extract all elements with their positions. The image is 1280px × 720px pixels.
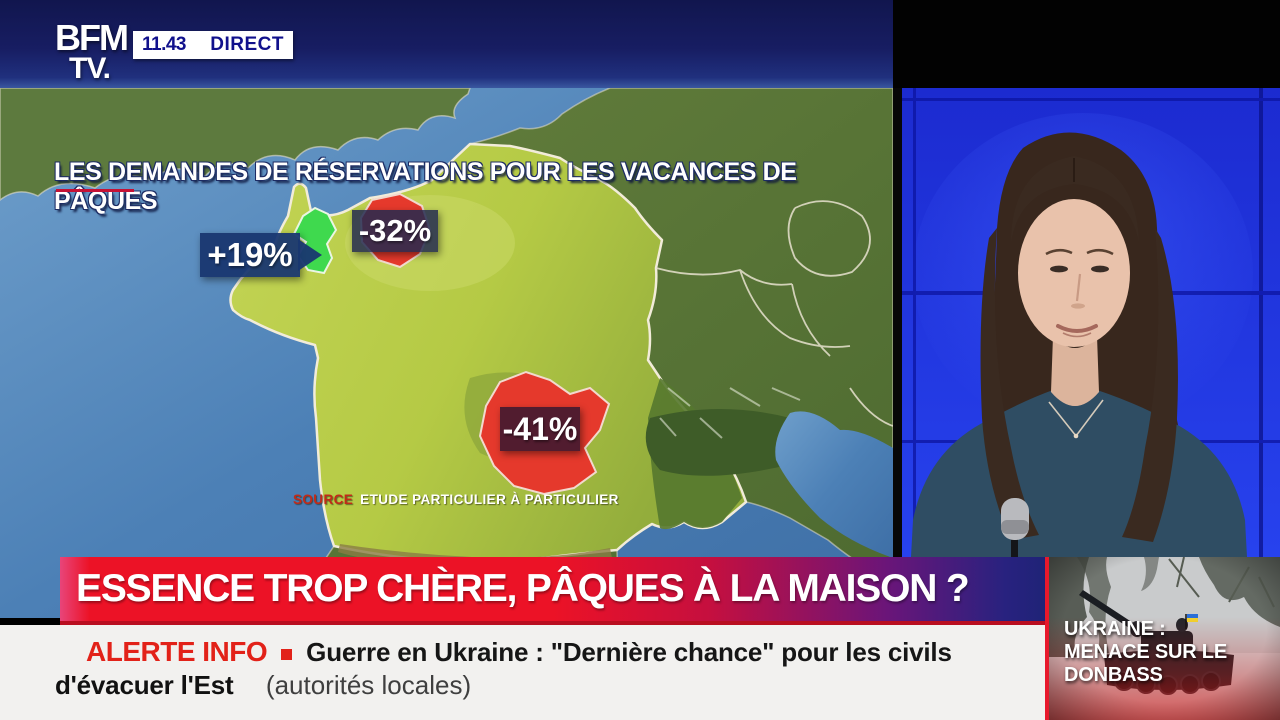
side-story-line2: MENACE SUR LE <box>1064 641 1227 663</box>
country-borders <box>655 200 893 427</box>
channel-logo-line1: BFM <box>55 17 129 58</box>
news-ticker: ALERTE INFO Guerre en Ukraine : "Dernièr… <box>0 625 1045 720</box>
region-value-northwest: +19% <box>200 233 322 277</box>
source-value: ETUDE PARTICULIER À PARTICULIER <box>360 492 619 507</box>
headline-text: ESSENCE TROP CHÈRE, PÂQUES À LA MAISON ? <box>76 567 970 610</box>
value-text: +19% <box>207 236 293 273</box>
guest-face <box>1018 199 1130 347</box>
headline-banner: ESSENCE TROP CHÈRE, PÂQUES À LA MAISON ? <box>60 557 1045 625</box>
guest-face-features <box>1045 248 1114 338</box>
guest-hair-top <box>1011 156 1139 243</box>
channel-logo-line2: TV. <box>69 52 111 85</box>
ticker-line1: ALERTE INFO Guerre en Ukraine : "Dernièr… <box>0 636 952 668</box>
tank-photo <box>1049 557 1280 720</box>
studio-guest-panel <box>893 88 1280 557</box>
side-story-line1: UKRAINE : <box>1064 618 1166 640</box>
clock: 11.43 <box>142 34 187 55</box>
side-story-overlay: UKRAINE : MENACE SUR LE DONBASS <box>1045 557 1280 720</box>
source-label: SOURCE <box>293 492 354 507</box>
top-right-letterbox <box>893 0 1280 88</box>
value-text: -41% <box>502 410 578 447</box>
england-landmass <box>0 88 471 201</box>
alp-peaks <box>659 387 801 439</box>
value-text: -32% <box>358 213 432 248</box>
bullet-icon <box>281 648 293 660</box>
ticker-story-line2-light: (autorités locales) <box>265 670 472 700</box>
guest-neck <box>1051 336 1099 406</box>
pointer-arrow-icon <box>298 239 322 271</box>
france-map-infographic: LES DEMANDES DE RÉSERVATIONS POUR LES VA… <box>0 88 893 618</box>
region-value-paris: -32% <box>352 210 438 252</box>
channel-logo: BFM TV. <box>55 17 129 85</box>
ticker-story-line2-bold: d'évacuer l'Est <box>55 670 234 700</box>
side-story-line3: DONBASS <box>1064 664 1163 686</box>
top-backdrop: BFM TV. 11.43 DIRECT <box>0 0 893 88</box>
ticker-line2: d'évacuer l'Est (autorités locales) <box>55 670 471 701</box>
source-line: SOURCE ETUDE PARTICULIER À PARTICULIER <box>293 492 619 507</box>
po-valley <box>645 409 799 476</box>
time-direct-bar: 11.43 DIRECT <box>133 31 293 59</box>
necklace-pendant <box>1073 433 1079 439</box>
alert-info-label: ALERTE INFO <box>86 636 268 667</box>
live-badge: DIRECT <box>210 34 284 55</box>
side-story-title: UKRAINE : MENACE SUR LE DONBASS <box>1064 618 1227 687</box>
vignette <box>1049 557 1280 720</box>
microphone <box>1001 498 1029 557</box>
guest-hair-front-right <box>1122 228 1178 542</box>
studio-scene <box>893 88 1280 557</box>
panel-divider <box>893 88 902 557</box>
title-underline <box>56 189 134 192</box>
infographic-title: LES DEMANDES DE RÉSERVATIONS POUR LES VA… <box>54 158 797 215</box>
region-value-southeast: -41% <box>500 407 580 451</box>
adriatic-sea <box>775 411 893 558</box>
guest-hair-front-left <box>980 228 1039 540</box>
ticker-story-line1: Guerre en Ukraine : "Dernière chance" po… <box>306 636 952 667</box>
